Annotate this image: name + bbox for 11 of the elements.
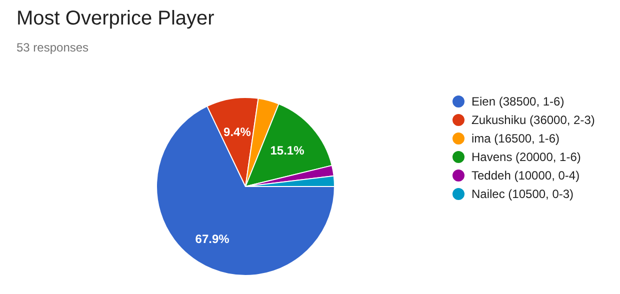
- legend-label: Eien (38500, 1-6): [472, 94, 564, 108]
- legend-label: ima (16500, 1-6): [472, 132, 560, 146]
- chart-title: Most Overprice Player: [16, 8, 215, 30]
- data-label: 9.4%: [224, 124, 252, 139]
- legend-label: Teddeh (10000, 0-4): [472, 168, 580, 182]
- legend-label: Nailec (10500, 0-3): [472, 187, 574, 201]
- text: 53 responses: [16, 40, 89, 54]
- legend-label: Zukushiku (36000, 2-3): [472, 113, 595, 127]
- data-label: 67.9%: [195, 232, 230, 246]
- data-label: 15.1%: [270, 143, 305, 158]
- legend-label: Havens (20000, 1-6): [472, 150, 581, 164]
